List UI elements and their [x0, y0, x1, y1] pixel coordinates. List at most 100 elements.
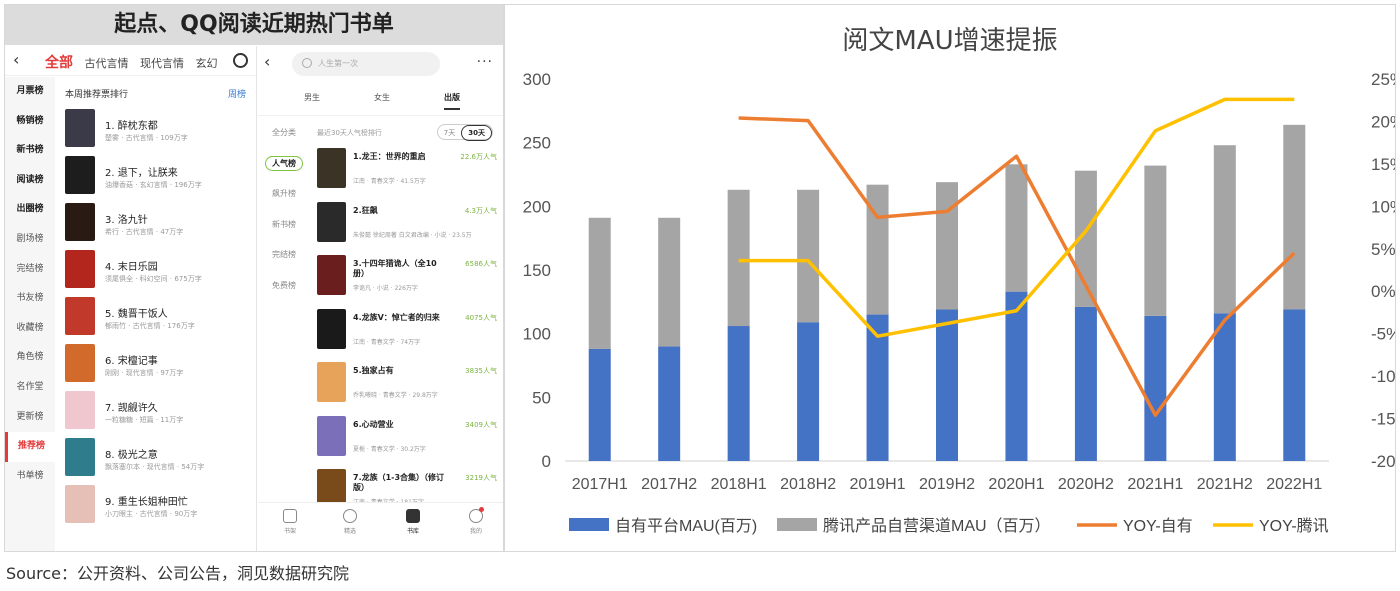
book-row[interactable]: 9. 重生长姐种田忙小刀眼主 · 古代言情 · 90万字	[55, 481, 256, 528]
qidian-list-header: 本周推荐票排行 周榜	[55, 77, 256, 105]
search-input[interactable]: 人生第一次	[292, 52, 440, 76]
qqreader-gender-tabs: 男生 女生 出版	[258, 82, 503, 116]
bar-segment	[1074, 306, 1097, 461]
book-row[interactable]: 8. 极光之意 飘落塞尔本 · 现代言情 · 54万字	[55, 434, 256, 481]
sidebar-item[interactable]: 完结榜	[258, 240, 310, 271]
book-title: 6. 宋檀记事	[105, 356, 158, 367]
book-row[interactable]: 2. 退下，让朕来油爆香菇 · 玄幻言情 · 196万字	[55, 152, 256, 199]
x-tick-label: 2021H1	[1127, 476, 1183, 493]
sidebar-item[interactable]: 新书榜	[16, 145, 44, 156]
chart-title: 阅文MAU增速提振	[842, 26, 1058, 56]
headset-icon[interactable]	[233, 53, 248, 68]
book-row[interactable]: 4. 末日乐园 须尾俱全 · 科幻空间 · 675万字	[55, 246, 256, 293]
tab-female[interactable]: 女生	[374, 93, 390, 102]
tab-all[interactable]: 全部	[45, 55, 73, 71]
book-title: 2. 退下，让朕来	[105, 168, 178, 179]
x-tick-label: 2019H1	[850, 476, 906, 493]
sidebar-item[interactable]: 畅销榜	[16, 115, 44, 126]
x-tick-label: 2018H2	[780, 476, 836, 493]
y2-tick-label: -20%	[1371, 452, 1395, 471]
tab-ancient-romance[interactable]: 古代言情	[84, 57, 129, 70]
legend-label: 腾讯产品自营渠道MAU（百万）	[823, 517, 1051, 535]
book-title: 8. 极光之意	[105, 450, 158, 461]
more-menu-icon[interactable]: ···	[476, 54, 493, 70]
toggle-7-days[interactable]: 7天	[443, 129, 456, 137]
bar-segment	[936, 309, 958, 461]
bar-segment	[1144, 315, 1167, 461]
sidebar-item[interactable]: 推荐榜	[5, 432, 55, 462]
tab-male[interactable]: 男生	[304, 93, 320, 102]
sidebar-item[interactable]: 剧场榜	[16, 233, 44, 244]
qqreader-app-screen: ‹ 人生第一次 ··· 男生 女生 出版 全分类 人气榜 飙升榜 新书榜 完结榜 免费榜 …	[258, 46, 503, 551]
y2-tick-label: 5%	[1371, 240, 1395, 259]
bar-segment	[866, 314, 889, 461]
sidebar-item[interactable]: 全分类	[258, 118, 310, 149]
legend-label: YOY-腾讯	[1259, 517, 1329, 535]
nav-library[interactable]: 书库	[393, 509, 433, 535]
bottom-nav-bar: 书架 精选 书库 我的	[258, 502, 503, 551]
nav-profile[interactable]: 我的	[456, 507, 496, 535]
bar-segment	[1283, 309, 1306, 461]
back-arrow-icon[interactable]: ‹	[264, 52, 271, 71]
book-row[interactable]: 3. 洛九针 希行 · 古代言情 · 47万字	[55, 199, 256, 246]
book-cover	[65, 297, 95, 335]
sidebar-item[interactable]: 书友榜	[16, 293, 44, 304]
book-cover	[65, 156, 95, 194]
sidebar-item[interactable]: 阅读榜	[16, 174, 44, 185]
book-row[interactable]: 7. 觊觎许久 一粒糖糖 · 短篇 · 11万字	[55, 387, 256, 434]
toggle-30-days[interactable]: 30天	[461, 125, 492, 141]
book-row[interactable]: 7.龙族（1-3合集）（修订版） 江南 · 青春文学 · 181万字 3219人气	[313, 465, 499, 502]
book-row[interactable]: 1. 醉枕东都 楚雾 · 古代言情 · 109万字	[55, 105, 256, 152]
book-cover	[317, 148, 346, 188]
sidebar-item[interactable]: 出圈榜	[16, 204, 44, 215]
book-meta: 小刀眼主 · 古代言情 · 90万字	[105, 510, 198, 518]
book-title: 3. 洛九针	[105, 215, 148, 226]
qqreader-ranking-sidebar: 全分类人气榜飙升榜 新书榜 完结榜 免费榜	[258, 118, 310, 502]
weekly-toggle-link[interactable]: 周榜	[227, 90, 246, 100]
book-row[interactable]: 4.龙族V：悼亡者的归来 江南 · 青春文学 · 74万字 4075人气	[313, 305, 499, 359]
book-row[interactable]: 5. 魏晋干饭人 郁雨竹 · 古代言情 · 176万字	[55, 293, 256, 340]
sidebar-item[interactable]: 月票榜	[16, 86, 44, 96]
y-tick-label: 250	[523, 134, 551, 153]
book-meta: 油爆香菇 · 玄幻言情 · 196万字	[105, 181, 202, 189]
book-meta: 江南 · 青春文学 · 181万字	[353, 497, 424, 502]
sidebar-item[interactable]: 完结榜	[16, 263, 44, 274]
book-cover	[65, 391, 95, 429]
series-line	[738, 116, 1296, 417]
sidebar-item[interactable]: 飙升榜	[258, 179, 310, 210]
nav-featured[interactable]: 精选	[330, 509, 370, 535]
popularity-count: 3835人气	[465, 367, 497, 375]
book-row[interactable]: 3.十四年猎诡人（全10册） 李诡凡 · 小说 · 226万字 6586人气	[313, 251, 499, 305]
notification-dot	[479, 507, 484, 512]
bar-segment	[1213, 145, 1236, 314]
book-title: 2.狂飙	[353, 205, 378, 215]
nav-bookshelf[interactable]: 书架	[270, 509, 310, 535]
book-row[interactable]: 6. 宋檀记事 刚刚 · 现代言情 · 97万字	[55, 340, 256, 387]
legend-label: YOY-自有	[1123, 517, 1193, 535]
book-row[interactable]: 1.龙王：世界的重启 江南 · 青春文学 · 41.5万字 22.6万人气	[313, 144, 499, 198]
book-title: 7. 觊觎许久	[105, 403, 158, 414]
book-title: 9. 重生长姐种田忙	[105, 497, 188, 508]
sidebar-item[interactable]: 免费榜	[258, 271, 310, 302]
book-row[interactable]: 5.独家占有 乔乳曦晓 · 青春文学 · 29.8万字 3835人气	[313, 358, 499, 412]
tab-publishing[interactable]: 出版	[444, 92, 460, 110]
sidebar-item[interactable]: 人气榜	[258, 149, 310, 180]
qidian-ranking-sidebar: 月票榜畅销榜新书榜阅读榜出圈榜剧场榜完结榜书友榜收藏榜角色榜名作堂更新榜推荐榜书…	[5, 77, 55, 551]
sidebar-item[interactable]: 新书榜	[258, 210, 310, 241]
tab-modern-romance[interactable]: 现代言情	[140, 57, 184, 70]
sidebar-item[interactable]: 角色榜	[16, 352, 44, 363]
source-note: Source：公开资料、公司公告，洞见数据研究院	[6, 564, 349, 583]
popularity-count: 4.3万人气	[464, 206, 497, 215]
qidian-app-screen: ‹ 全部 古代言情 现代言情 玄幻 月票榜畅销榜新书榜阅读榜出圈榜剧场榜完结榜书…	[5, 46, 257, 551]
popularity-count: 3219人气	[465, 474, 497, 482]
sidebar-item[interactable]: 收藏榜	[16, 322, 44, 333]
back-arrow-icon[interactable]: ‹	[13, 50, 20, 69]
book-title: 1.龙王：世界的重启	[353, 152, 426, 161]
book-row[interactable]: 2.狂飙 朱俊懿 徐纪周著 白文君改编 · 小说 · 23.5万 4.3万人气	[313, 198, 499, 252]
sidebar-item[interactable]: 书单榜	[16, 470, 44, 481]
sidebar-item[interactable]: 更新榜	[16, 411, 44, 422]
sidebar-item[interactable]: 名作堂	[16, 381, 44, 392]
tab-fantasy[interactable]: 玄幻	[195, 57, 218, 70]
book-row[interactable]: 6.心动营业 夏栀 · 青春文学 · 30.2万字 3409人气	[313, 412, 499, 466]
sidebar-item-label: 人气榜	[265, 155, 303, 171]
